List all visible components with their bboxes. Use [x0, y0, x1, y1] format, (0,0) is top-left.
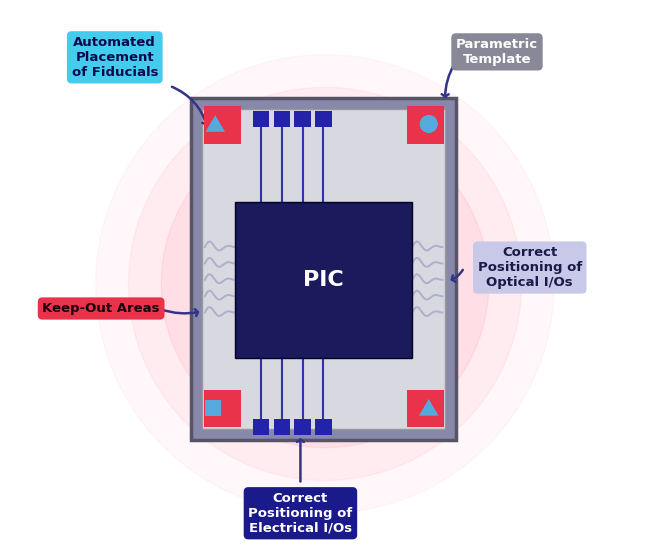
FancyBboxPatch shape	[253, 111, 269, 127]
FancyBboxPatch shape	[407, 106, 444, 144]
Circle shape	[232, 191, 418, 377]
FancyBboxPatch shape	[204, 106, 241, 144]
Text: Correct
Positioning of
Electrical I/Os: Correct Positioning of Electrical I/Os	[248, 492, 352, 535]
FancyBboxPatch shape	[294, 111, 311, 127]
Text: Keep-Out Areas: Keep-Out Areas	[42, 302, 160, 315]
FancyBboxPatch shape	[205, 400, 221, 416]
FancyBboxPatch shape	[315, 111, 332, 127]
Text: Parametric
Template: Parametric Template	[456, 38, 538, 66]
FancyBboxPatch shape	[235, 202, 412, 358]
FancyBboxPatch shape	[315, 419, 332, 435]
Text: Correct
Positioning of
Optical I/Os: Correct Positioning of Optical I/Os	[478, 246, 582, 289]
FancyBboxPatch shape	[274, 111, 290, 127]
Polygon shape	[419, 399, 439, 416]
Text: Automated
Placement
of Fiducials: Automated Placement of Fiducials	[72, 36, 158, 79]
FancyBboxPatch shape	[253, 419, 269, 435]
FancyBboxPatch shape	[407, 390, 444, 427]
Text: PIC: PIC	[304, 270, 344, 290]
Polygon shape	[205, 115, 225, 132]
FancyBboxPatch shape	[191, 98, 456, 440]
FancyBboxPatch shape	[204, 390, 241, 427]
FancyBboxPatch shape	[294, 419, 311, 435]
FancyBboxPatch shape	[274, 419, 290, 435]
Circle shape	[161, 120, 489, 448]
Circle shape	[194, 153, 456, 415]
Circle shape	[129, 87, 521, 480]
Circle shape	[421, 116, 437, 132]
FancyBboxPatch shape	[202, 109, 445, 429]
